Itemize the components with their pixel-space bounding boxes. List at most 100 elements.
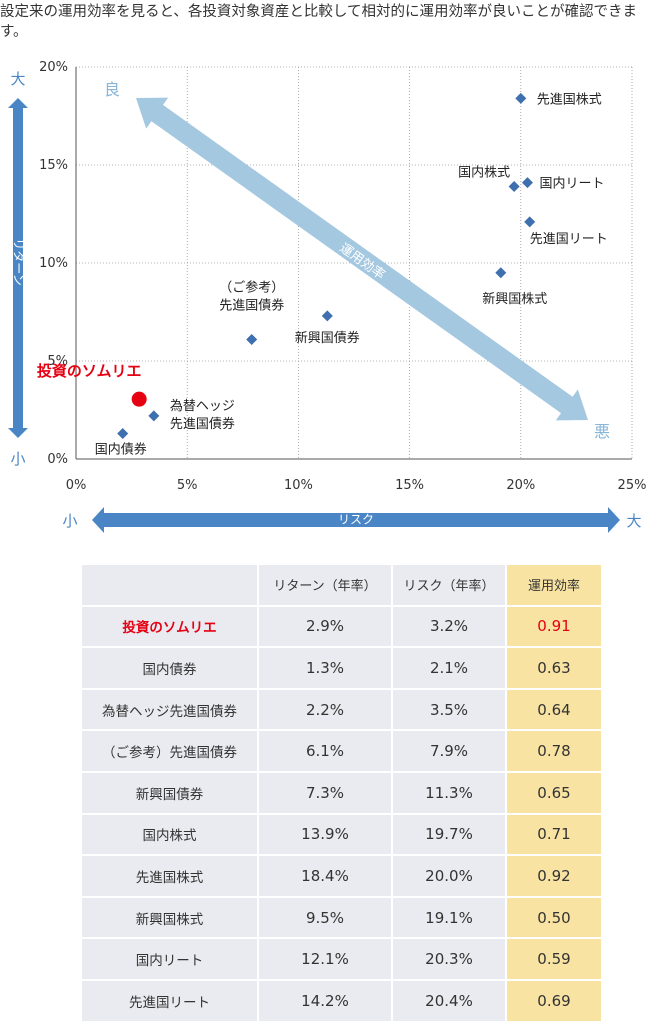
row-risk: 20.0%: [393, 856, 505, 896]
x-tick-label: 0%: [66, 478, 87, 493]
row-risk: 3.5%: [393, 689, 505, 730]
risk-axis-arrow: リスク 小 大: [62, 507, 642, 533]
table-row: 国内債券 1.3% 2.1% 0.63: [82, 648, 601, 688]
row-efficiency: 0.92: [507, 856, 601, 896]
header-return: リターン（年率）: [259, 565, 391, 605]
table-row: 先進国株式 18.4% 20.0% 0.92: [82, 856, 601, 896]
table-row: 投資のソムリエ 2.9% 3.2% 0.91: [82, 606, 601, 647]
point-label: 新興国株式: [482, 291, 547, 307]
row-return: 1.3%: [259, 648, 391, 688]
point-marker: [508, 181, 520, 193]
row-efficiency: 0.63: [507, 648, 601, 688]
efficiency-table: リターン（年率） リスク（年率） 運用効率 投資のソムリエ 2.9% 3.2% 0.9…: [80, 563, 603, 1023]
row-efficiency: 0.78: [507, 731, 601, 771]
point-label: 新興国債券: [295, 330, 360, 346]
row-name: 新興国債券: [82, 772, 257, 813]
row-risk: 20.3%: [393, 939, 505, 979]
point-marker: [246, 333, 258, 345]
table-row: 為替ヘッジ先進国債券 2.2% 3.5% 0.64: [82, 689, 601, 730]
row-risk: 20.4%: [393, 980, 505, 1021]
table-row: 国内リート 12.1% 20.3% 0.59: [82, 939, 601, 979]
row-return: 2.9%: [259, 606, 391, 647]
row-risk: 11.3%: [393, 772, 505, 813]
point-marker: [495, 267, 507, 279]
row-name: 為替ヘッジ先進国債券: [82, 689, 257, 730]
header-risk: リスク（年率）: [393, 565, 505, 605]
row-name: （ご参考）先進国債券: [82, 731, 257, 771]
table-row: 先進国リート 14.2% 20.4% 0.69: [82, 980, 601, 1021]
row-risk: 19.7%: [393, 814, 505, 855]
row-return: 7.3%: [259, 772, 391, 813]
row-return: 13.9%: [259, 814, 391, 855]
row-name: 国内リート: [82, 939, 257, 979]
table-row: 新興国株式 9.5% 19.1% 0.50: [82, 897, 601, 938]
row-risk: 7.9%: [393, 731, 505, 771]
header-efficiency: 運用効率: [507, 565, 601, 605]
row-return: 6.1%: [259, 731, 391, 771]
point-marker: [515, 92, 527, 104]
x-tick-label: 20%: [506, 478, 535, 493]
x-tick-label: 5%: [177, 478, 198, 493]
point-marker: [521, 177, 533, 189]
bad-end-label: 悪: [594, 422, 610, 441]
table-header-row: リターン（年率） リスク（年率） 運用効率: [82, 565, 601, 605]
row-efficiency: 0.69: [507, 980, 601, 1021]
row-efficiency: 0.71: [507, 814, 601, 855]
row-return: 12.1%: [259, 939, 391, 979]
point-label: 為替ヘッジ先進国債券: [170, 398, 235, 432]
header-name: [82, 565, 257, 605]
row-risk: 2.1%: [393, 648, 505, 688]
row-name: 先進国株式: [82, 856, 257, 896]
row-return: 9.5%: [259, 897, 391, 938]
y-tick-label: 10%: [39, 256, 68, 271]
table-row: 国内株式 13.9% 19.7% 0.71: [82, 814, 601, 855]
return-axis-label: リターン: [12, 238, 26, 285]
point-marker: [321, 310, 333, 322]
point-marker: [524, 216, 536, 228]
x-tick-label: 25%: [618, 478, 647, 493]
x-tick-label: 10%: [284, 478, 313, 493]
good-end-label: 良: [104, 80, 120, 99]
row-efficiency: 0.65: [507, 772, 601, 813]
row-name: 国内株式: [82, 814, 257, 855]
table-row: （ご参考）先進国債券 6.1% 7.9% 0.78: [82, 731, 601, 771]
point-label: 国内債券: [95, 442, 147, 458]
point-label: 先進国リート: [530, 232, 608, 247]
point-marker: [117, 428, 129, 440]
row-return: 18.4%: [259, 856, 391, 896]
highlight-point-marker: [131, 391, 147, 407]
point-marker: [148, 410, 160, 422]
point-label: 国内リート: [539, 176, 604, 192]
point-label: 先進国株式: [537, 92, 602, 107]
y-tick-label: 20%: [39, 60, 68, 75]
row-risk: 19.1%: [393, 897, 505, 938]
row-name: 投資のソムリエ: [82, 606, 257, 647]
y-tick-label: 5%: [47, 354, 68, 369]
chart-grid: [75, 66, 633, 460]
intro-text: 設定来の運用効率を見ると、各投資対象資産と比較して相対的に運用効率が良いことが確…: [0, 4, 637, 40]
row-efficiency: 0.64: [507, 689, 601, 730]
return-high-label: 大: [10, 70, 25, 88]
risk-axis-label: リスク: [338, 513, 374, 527]
point-label: 国内株式: [458, 165, 510, 181]
row-efficiency: 0.91: [507, 606, 601, 647]
highlight-point-label: 投資のソムリエ: [37, 362, 142, 380]
risk-low-label: 小: [62, 512, 77, 530]
row-efficiency: 0.50: [507, 897, 601, 938]
y-tick-label: 15%: [39, 158, 68, 173]
efficiency-diagonal-arrow: 運用効率 良 悪: [104, 80, 610, 441]
risk-return-scatter-chart: 運用効率 良 悪 リターン 大 小 リスク 小 大 0% 5% 10% 15% 20% 0…: [8, 60, 646, 533]
table-row: 新興国債券 7.3% 11.3% 0.65: [82, 772, 601, 813]
axis-ticks: 0% 5% 10% 15% 20% 0% 5% 10% 15% 20% 25%: [39, 60, 646, 493]
row-risk: 3.2%: [393, 606, 505, 647]
row-name: 先進国リート: [82, 980, 257, 1021]
point-label: （ご参考）先進国債券: [219, 279, 284, 313]
row-return: 2.2%: [259, 689, 391, 730]
return-low-label: 小: [10, 450, 25, 468]
y-tick-label: 0%: [47, 452, 68, 467]
row-name: 国内債券: [82, 648, 257, 688]
row-efficiency: 0.59: [507, 939, 601, 979]
return-axis-arrow: リターン 大 小: [8, 70, 28, 468]
row-return: 14.2%: [259, 980, 391, 1021]
